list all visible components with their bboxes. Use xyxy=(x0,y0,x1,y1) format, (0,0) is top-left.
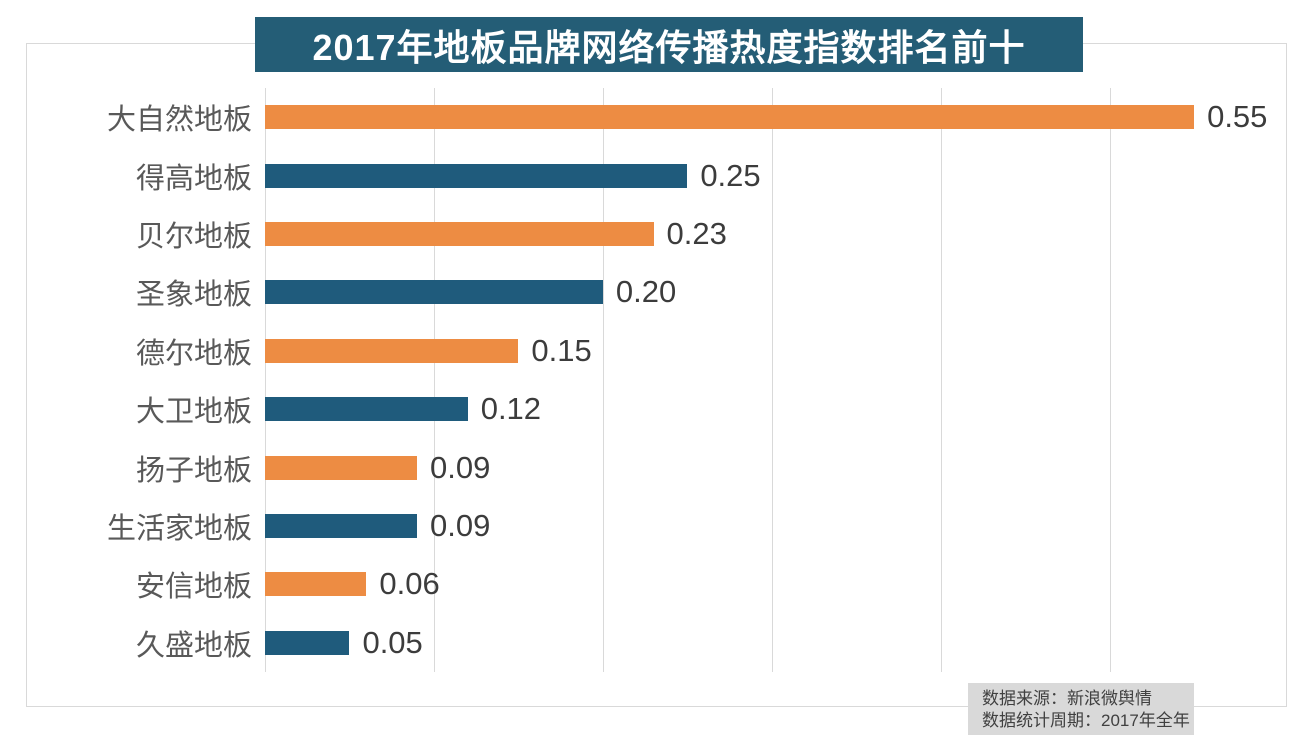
value-bar xyxy=(265,338,519,363)
value-label: 0.06 xyxy=(379,566,440,602)
category-label: 大自然地板 xyxy=(106,104,252,137)
bar-zone: 0.12 xyxy=(265,380,1287,438)
value-label: 0.05 xyxy=(362,624,423,660)
chart-row: 大卫地板 0.12 xyxy=(30,380,1287,438)
chart-title-text: 2017年地板品牌网络传播热度指数排名前十 xyxy=(312,26,1026,68)
value-label: 0.15 xyxy=(531,332,592,368)
gridline-0.3 xyxy=(771,88,773,672)
bar-zone: 0.23 xyxy=(265,205,1287,263)
category-label: 得高地板 xyxy=(135,162,252,195)
value-bar xyxy=(265,455,418,480)
chart-row: 大自然地板 0.55 xyxy=(30,88,1287,146)
category-label: 久盛地板 xyxy=(135,629,252,662)
gridline-0.2 xyxy=(602,88,604,672)
category-label: 德尔地板 xyxy=(135,337,252,370)
value-bar xyxy=(265,105,1195,130)
chart-row: 圣象地板 0.20 xyxy=(30,263,1287,321)
value-label: 0.55 xyxy=(1207,99,1268,135)
value-label: 0.23 xyxy=(666,216,727,252)
chart-row: 久盛地板 0.05 xyxy=(30,614,1287,672)
gridlines-layer xyxy=(265,88,1287,672)
category-label: 扬子地板 xyxy=(135,454,252,487)
bar-zone: 0.55 xyxy=(265,88,1287,146)
category-label: 安信地板 xyxy=(135,571,252,604)
value-label: 0.20 xyxy=(615,274,677,310)
chart-row: 安信地板 0.06 xyxy=(30,555,1287,613)
chart-frame xyxy=(26,43,1287,707)
chart-row: 得高地板 0.25 xyxy=(30,146,1287,204)
value-label: 0.09 xyxy=(430,449,491,485)
bar-zone: 0.05 xyxy=(265,614,1287,672)
value-label: 0.12 xyxy=(480,391,542,427)
chart-row: 德尔地板 0.15 xyxy=(30,322,1287,380)
category-label: 贝尔地板 xyxy=(135,221,252,254)
bar-zone: 0.09 xyxy=(265,497,1287,555)
category-label: 圣象地板 xyxy=(135,279,252,312)
bar-zone: 0.15 xyxy=(265,322,1287,380)
value-bar xyxy=(265,572,367,597)
value-label: 0.25 xyxy=(700,157,761,193)
value-bar xyxy=(265,222,654,247)
gridline-0.1 xyxy=(433,88,435,672)
chart-title-box: 2017年地板品牌网络传播热度指数排名前十 xyxy=(255,17,1083,72)
footer-period-text: 数据统计周期：2017年全年 xyxy=(982,711,1190,730)
category-label: 大卫地板 xyxy=(135,396,252,429)
chart-row: 扬子地板 0.09 xyxy=(30,438,1287,496)
value-bar xyxy=(265,630,350,655)
gridline-0.5 xyxy=(1109,88,1111,672)
value-bar xyxy=(265,514,418,539)
chart-row: 贝尔地板 0.23 xyxy=(30,205,1287,263)
gridline-0.4 xyxy=(940,88,942,672)
bar-zone: 0.09 xyxy=(265,438,1287,496)
chart-row: 生活家地板 0.09 xyxy=(30,497,1287,555)
footer-source-text: 数据来源：新浪微舆情 xyxy=(982,689,1152,708)
footer-note: 数据来源：新浪微舆情 数据统计周期：2017年全年 xyxy=(968,683,1194,735)
bar-zone: 0.20 xyxy=(265,263,1287,321)
gridline-0 xyxy=(265,88,266,672)
bar-rows-container: 大自然地板 0.55 得高地板 0.25 贝尔地板 0.23 圣象地板 0.20 德尔地板 0.1… xyxy=(30,88,1287,672)
category-label: 生活家地板 xyxy=(106,513,252,546)
bar-zone: 0.25 xyxy=(265,146,1287,204)
value-bar xyxy=(265,280,603,305)
value-bar xyxy=(265,163,688,188)
value-label: 0.09 xyxy=(430,508,491,544)
bar-zone: 0.06 xyxy=(265,555,1287,613)
value-bar xyxy=(265,397,468,422)
